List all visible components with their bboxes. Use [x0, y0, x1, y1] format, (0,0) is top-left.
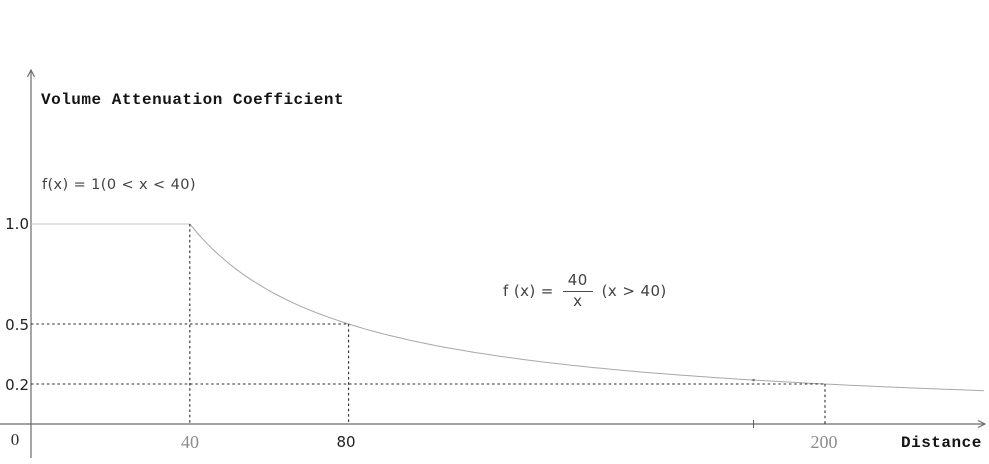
fraction-denominator: x: [573, 291, 583, 310]
formula2-suffix: (x > 40): [601, 282, 667, 300]
formula-piecewise-2: f (x) = 40 x (x > 40): [503, 268, 667, 314]
x-tick-label-40: 40: [181, 432, 199, 452]
x-axis-arrow-icon: [977, 420, 987, 428]
origin-label: 0: [10, 430, 20, 449]
formula2-fraction: 40 x: [562, 272, 593, 310]
x-tick-label-200: 200: [810, 432, 838, 452]
y-tick-label-0.2: 0.2: [5, 376, 29, 394]
formula2-prefix: f (x) =: [503, 282, 554, 300]
x-tick-label-80: 80: [336, 433, 356, 451]
y-tick-label-0.5: 0.5: [5, 316, 29, 334]
formula-piecewise-1: f(x) = 1(0 < x < 40): [42, 177, 196, 193]
fraction-numerator: 40: [562, 272, 593, 292]
x-axis-title: Distance: [901, 434, 982, 452]
chart-title: Volume Attenuation Coefficient: [41, 91, 345, 109]
curve-dot-marker: [752, 378, 755, 382]
y-tick-label-1.0: 1.0: [5, 215, 29, 233]
curve-hyperbola: [189, 223, 984, 392]
y-axis-arrow-icon: [27, 68, 35, 78]
